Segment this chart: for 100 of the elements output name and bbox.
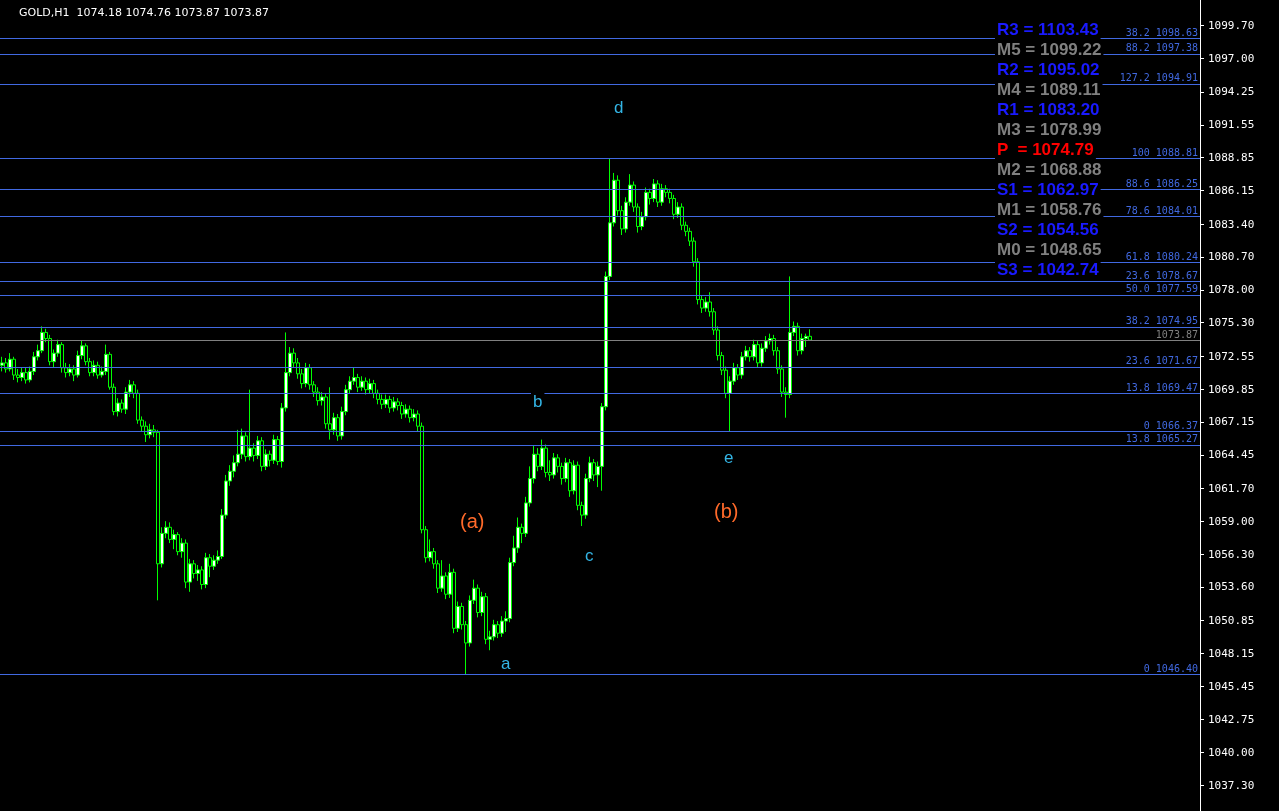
y-tick-label: 1064.45: [1208, 448, 1255, 462]
annotation: P = 1074.79: [997, 140, 1094, 159]
annotation: a: [501, 654, 511, 673]
y-tick-label: 1069.85: [1208, 382, 1255, 396]
y-tick-label: 1075.30: [1208, 316, 1255, 330]
annotation: M0 = 1048.65: [997, 240, 1102, 259]
y-tick-label: 1045.45: [1208, 679, 1255, 693]
y-tick-label: 1094.25: [1208, 85, 1255, 99]
candlestick: [408, 405, 412, 424]
candlestick: [4, 357, 8, 374]
candlestick: [500, 615, 504, 638]
candlestick: [272, 434, 276, 465]
candlestick: [360, 375, 364, 392]
candlestick: [452, 568, 456, 634]
candlestick: [144, 420, 148, 443]
candlestick: [176, 531, 180, 556]
candlestick: [388, 395, 392, 414]
candlestick: [672, 194, 676, 220]
ref-line-label: 1073.87: [1155, 328, 1198, 340]
annotation: (b): [714, 500, 739, 522]
annotation: R1 = 1083.20: [997, 100, 1100, 119]
candlestick: [364, 376, 368, 396]
y-tick-label: 1072.55: [1208, 349, 1255, 363]
candlestick: [96, 361, 100, 380]
candlestick: [12, 356, 16, 381]
annotation: d: [614, 98, 624, 117]
candlestick: [568, 458, 572, 498]
annotation: c: [585, 546, 594, 565]
ref-line-label: 13.8 1065.27: [1125, 433, 1198, 445]
y-tick-label: 1059.00: [1208, 514, 1255, 528]
text: GOLD,H1 1074.18 1074.76 1073.87 1073.87: [19, 6, 269, 19]
y-tick-label: 1050.85: [1208, 613, 1255, 627]
candlestick: [656, 179, 660, 208]
annotation: M5 = 1099.22: [997, 40, 1102, 59]
candlestick: [552, 452, 556, 480]
candlestick: [404, 403, 408, 419]
y-tick-label: 1097.00: [1208, 51, 1255, 65]
candlestick: [156, 429, 160, 601]
candlestick: [184, 538, 188, 589]
y-tick-label: 1091.55: [1208, 118, 1255, 132]
ref-line-label: 0 1066.37: [1143, 419, 1198, 431]
annotation: S3 = 1042.74: [997, 260, 1100, 279]
ref-line-label: 88.2 1097.38: [1125, 42, 1198, 54]
y-tick-label: 1067.15: [1208, 415, 1255, 429]
ref-line-label: 38.2 1098.63: [1125, 27, 1198, 39]
candlestick: [92, 359, 96, 377]
candlestick: [796, 322, 800, 357]
ref-line-label: 0 1046.40: [1143, 663, 1198, 675]
candlestick: [400, 401, 404, 420]
ref-line-label: 23.6 1071.67: [1125, 355, 1198, 367]
annotation: S1 = 1062.97: [997, 180, 1099, 199]
candlestick: [68, 363, 72, 377]
ref-line-label: 61.8 1080.24: [1125, 251, 1198, 263]
annotation: R2 = 1095.02: [997, 60, 1100, 79]
annotation: b: [533, 392, 543, 411]
candlestick: [496, 620, 500, 639]
y-tick-label: 1037.30: [1208, 778, 1255, 792]
y-tick-label: 1078.00: [1208, 283, 1255, 297]
candlestick: [380, 394, 384, 410]
candlestick: [24, 367, 28, 385]
y-tick-label: 1048.15: [1208, 646, 1255, 660]
annotation: M2 = 1068.88: [997, 160, 1102, 179]
candlestick: [392, 396, 396, 413]
candlestick: [20, 367, 24, 382]
y-tick-label: 1061.70: [1208, 481, 1255, 495]
candlestick: [260, 436, 264, 472]
candlestick: [756, 340, 760, 369]
candlestick: [384, 394, 388, 409]
annotation: (a): [460, 510, 485, 532]
candlestick: [328, 386, 332, 441]
y-tick-label: 1042.75: [1208, 712, 1255, 726]
candlestick: [660, 183, 664, 207]
ref-line-label: 50.0 1077.59: [1125, 283, 1198, 295]
y-tick-label: 1083.40: [1208, 217, 1255, 231]
y-tick-label: 1056.30: [1208, 547, 1255, 561]
y-tick-label: 1086.15: [1208, 184, 1255, 198]
annotation: e: [724, 448, 734, 467]
ref-line-label: 78.6 1084.01: [1125, 205, 1198, 217]
ref-line-label: 13.8 1069.47: [1125, 382, 1198, 394]
candlestick: [544, 443, 548, 478]
ref-line-label: 100 1088.81: [1131, 146, 1198, 158]
candlestick: [476, 584, 480, 618]
ref-line-label: 127.2 1094.91: [1119, 72, 1198, 84]
y-tick-label: 1040.00: [1208, 746, 1255, 760]
candlestick: [248, 389, 252, 461]
y-tick-label: 1088.85: [1208, 151, 1255, 165]
y-tick-label: 1099.70: [1208, 19, 1255, 33]
y-tick-label: 1053.60: [1208, 580, 1255, 594]
annotation: M3 = 1078.99: [997, 120, 1102, 139]
ref-line-label: 38.2 1074.95: [1125, 315, 1198, 327]
candlestick: [204, 552, 208, 589]
candlestick: [368, 378, 372, 394]
candlestick: [0, 356, 4, 372]
annotation: S2 = 1054.56: [997, 220, 1099, 239]
annotation: M4 = 1089.11: [997, 80, 1101, 99]
candlestick: [304, 362, 308, 388]
candlestick: [704, 296, 708, 313]
candlestick: [652, 178, 656, 203]
candlestick: [60, 341, 64, 374]
y-tick-label: 1080.70: [1208, 250, 1255, 264]
